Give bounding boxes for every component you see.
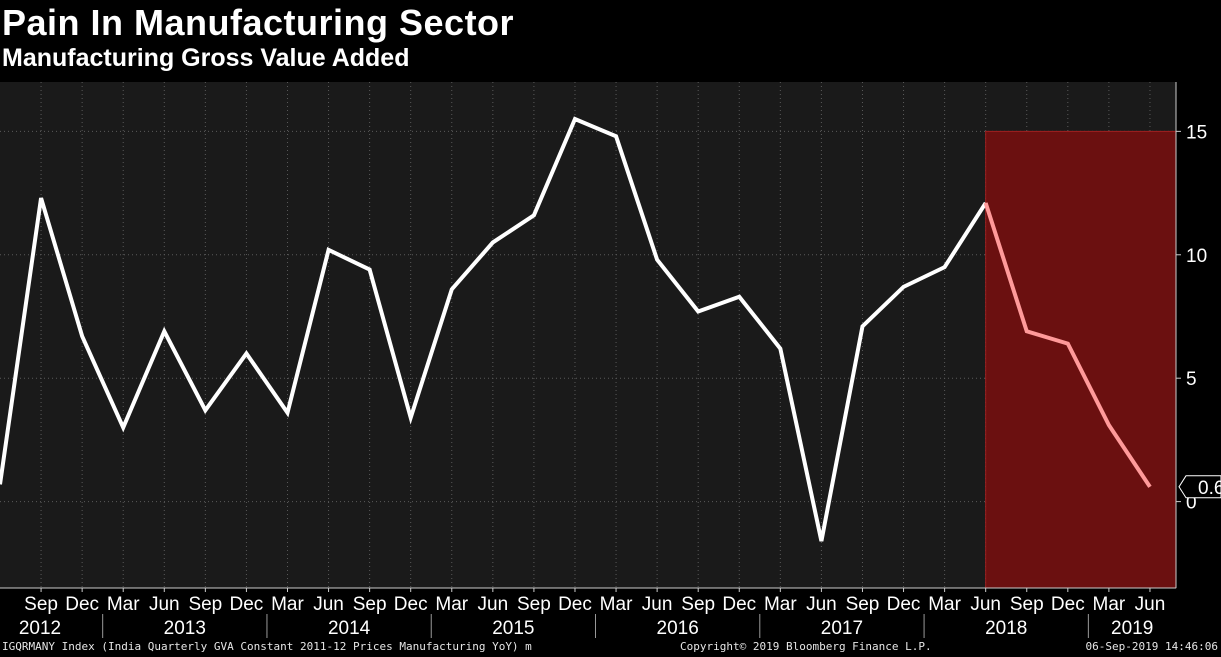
x-tick-label: Jun [806, 594, 837, 615]
x-tick-label: Sep [517, 594, 551, 615]
footer-source: IGQRMANY Index (India Quarterly GVA Cons… [2, 640, 532, 653]
x-tick-label: Mar [928, 594, 961, 615]
x-tick-label: Sep [681, 594, 715, 615]
highlight-region [985, 130, 1177, 589]
y-tick-label: 15 [1186, 122, 1207, 143]
x-tick-label: Sep [188, 594, 222, 615]
x-tick-label: Jun [970, 594, 1001, 615]
x-tick-label: Dec [65, 594, 99, 615]
x-tick-label: Dec [558, 594, 592, 615]
x-tick-label: Dec [1051, 594, 1085, 615]
x-tick-label: Jun [478, 594, 509, 615]
highlight-rect [985, 130, 1177, 589]
year-label: 2013 [164, 618, 206, 639]
x-tick-label: Mar [271, 594, 304, 615]
y-axis: 0 5 10 15 0.6 [1175, 82, 1221, 588]
x-tick-label: Mar [600, 594, 633, 615]
year-label: 2018 [985, 618, 1027, 639]
plot-area [0, 82, 1176, 588]
x-tick-label: Sep [24, 594, 58, 615]
year-label: 2019 [1111, 618, 1153, 639]
chart-subtitle: Manufacturing Gross Value Added [2, 44, 410, 72]
x-tick-label: Jun [642, 594, 673, 615]
last-value-label: 0.6 [1198, 478, 1221, 499]
year-label: 2014 [328, 618, 371, 639]
y-tick-label: 5 [1186, 369, 1197, 390]
x-axis: Sep Dec Mar Jun Sep Dec Mar Jun Sep Dec Mar Jun Sep D… [0, 587, 1176, 639]
x-tick-label: Mar [764, 594, 797, 615]
x-tick-label: Sep [846, 594, 880, 615]
x-tick-label: Mar [1093, 594, 1126, 615]
x-tick-label: Mar [435, 594, 468, 615]
x-tick-label: Sep [1010, 594, 1044, 615]
y-tick-label: 0 [1186, 493, 1197, 514]
x-tick-label: Jun [1135, 594, 1166, 615]
last-value-tag [1178, 475, 1221, 499]
year-label: 2015 [492, 618, 534, 639]
x-tick-label: Dec [722, 594, 756, 615]
x-tick-label: Sep [353, 594, 387, 615]
x-tick-label: Dec [394, 594, 428, 615]
x-tick-label: Dec [230, 594, 264, 615]
year-label: 2017 [821, 618, 863, 639]
x-tick-label: Dec [887, 594, 921, 615]
x-tick-label: Jun [313, 594, 344, 615]
x-tick-label: Jun [149, 594, 180, 615]
year-label: 2016 [657, 618, 699, 639]
footer-timestamp: 06-Sep-2019 14:46:06 [1085, 640, 1218, 653]
y-tick-label: 10 [1186, 246, 1207, 267]
x-tick-label: Mar [107, 594, 140, 615]
year-label: 2012 [19, 618, 61, 639]
series-lines [0, 116, 1152, 542]
chart-title: Pain In Manufacturing Sector [2, 2, 515, 43]
footer-copyright: Copyright© 2019 Bloomberg Finance L.P. [680, 640, 932, 653]
line-chart: 0 5 10 15 0.6 Sep Dec Mar Jun Sep Dec Mar Jun Sep Dec… [0, 82, 1221, 639]
